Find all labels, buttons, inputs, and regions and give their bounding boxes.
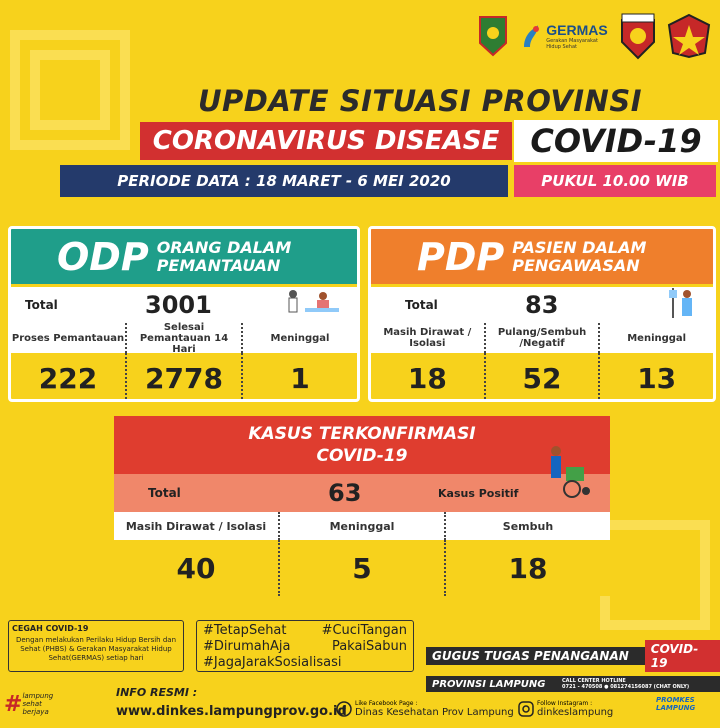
facebook-page: Dinas Kesehatan Prov Lampung xyxy=(355,707,514,718)
confirmed-title-line2: COVID-19 xyxy=(316,446,408,466)
instagram-icon xyxy=(518,701,534,717)
odp-abbr: ODP xyxy=(57,234,149,279)
gugus-phones: 0721 - 470508 ● 081274156087 (CHAT ONLY) xyxy=(562,684,690,690)
confirmed-value-dirawat: 40 xyxy=(114,540,280,596)
odp-total-row: Total 3001 xyxy=(11,287,357,323)
doctor-patient-icon xyxy=(283,288,343,322)
pdp-name-line2: PENGAWASAN xyxy=(512,255,640,275)
info-label: INFO RESMI : xyxy=(116,686,198,699)
cegah-title: CEGAH COVID-19 xyxy=(12,624,89,633)
odp-value-proses: 222 xyxy=(11,353,127,399)
pdp-label-meninggal: Meninggal xyxy=(627,332,687,344)
background-pattern xyxy=(30,50,110,130)
military-logo xyxy=(666,12,712,60)
confirmed-label-sembuh: Sembuh xyxy=(502,519,554,533)
confirmed-header: KASUS TERKONFIRMASI COVID-19 xyxy=(114,416,610,474)
gugus-contact: CALL CENTER HOTLINE 0721 - 470508 ● 0812… xyxy=(562,678,689,690)
hotline-label: HOTLINE xyxy=(601,678,626,684)
website-link[interactable]: www.dinkes.lampungprov.go.id xyxy=(116,704,347,719)
odp-values-row: 222 2778 1 xyxy=(11,353,357,399)
pdp-label-pulang: Pulang/Sembuh /Negatif xyxy=(486,323,601,353)
hashtag-box: #TetapSehat #CuciTangan #DirumahAja Paka… xyxy=(196,620,414,672)
pdp-label-dirawat: Masih Dirawat / Isolasi xyxy=(371,323,486,353)
confirmed-title-line1: KASUS TERKONFIRMASI xyxy=(248,424,476,444)
gugus-covid: COVID-19 xyxy=(644,640,720,672)
patient-iv-icon xyxy=(667,286,697,324)
germas-label: GERMAS xyxy=(546,22,608,38)
confirmed-cases-panel: KASUS TERKONFIRMASI COVID-19 Total 63 Ka… xyxy=(114,416,610,600)
background-pattern xyxy=(10,30,130,150)
odp-name-line2: PEMANTAUAN xyxy=(156,255,281,275)
cegah-box: CEGAH COVID-19 Dengan melakukan Perilaku… xyxy=(8,620,184,672)
pdp-total-label: Total xyxy=(405,298,438,312)
confirmed-total-label: Total xyxy=(148,486,181,500)
pdp-panel: PDP PASIEN DALAM PENGAWASAN Total 83 Mas… xyxy=(368,226,716,402)
odp-labels-row: Proses Pemantauan Selesai Pemantauan 14 … xyxy=(11,322,357,355)
confirmed-label-dirawat: Masih Dirawat / Isolasi xyxy=(114,512,280,540)
odp-header: ODP ORANG DALAM PEMANTAUAN xyxy=(11,229,357,284)
hashtag-dirumahaja: #DirumahAja xyxy=(203,639,291,654)
periode-banner: PERIODE DATA : 18 MARET - 6 MEI 2020 xyxy=(60,165,508,197)
hashtag-tetapsehat: #TetapSehat xyxy=(203,623,287,638)
pdp-abbr: PDP xyxy=(417,234,505,279)
confirmed-labels-row: Masih Dirawat / Isolasi Meninggal Sembuh xyxy=(114,512,610,540)
call-center-label: CALL CENTER xyxy=(562,678,600,684)
pdp-value-dirawat: 18 xyxy=(371,353,486,399)
odp-name-line1: ORANG DALAM xyxy=(156,237,292,257)
wheelchair-icon xyxy=(544,443,594,503)
svg-text:f: f xyxy=(342,705,347,716)
pdp-total-value: 83 xyxy=(525,291,559,319)
confirmed-total-value: 63 xyxy=(328,479,362,507)
pdp-values-row: 18 52 13 xyxy=(371,353,713,399)
odp-label-selesai: Selesai Pemantauan 14 Hari xyxy=(127,322,243,355)
disease-banner: CORONAVIRUS DISEASE xyxy=(140,122,512,160)
hashtag-cucitangan: #CuciTangan xyxy=(321,623,407,638)
covid19-banner: COVID-19 xyxy=(514,120,718,162)
instagram-handle: dinkeslampung xyxy=(537,707,614,718)
pdp-header: PDP PASIEN DALAM PENGAWASAN xyxy=(371,229,713,284)
promkes-logo: PROMKES LAMPUNG xyxy=(656,696,696,712)
odp-label-meninggal: Meninggal xyxy=(270,332,330,344)
confirmed-positif-label: Kasus Positif xyxy=(438,486,519,500)
pdp-labels-row: Masih Dirawat / Isolasi Pulang/Sembuh /N… xyxy=(371,323,713,353)
instagram-label: Follow Instagram : xyxy=(537,700,593,707)
pdp-value-meninggal: 13 xyxy=(637,361,677,395)
pdp-total-row: Total 83 xyxy=(371,287,713,323)
confirmed-value-meninggal: 5 xyxy=(280,540,446,596)
confirmed-label-meninggal: Meninggal xyxy=(280,512,446,540)
gugus-line2: PROVINSI LAMPUNG xyxy=(432,678,546,690)
odp-total-value: 3001 xyxy=(145,291,212,319)
hashtag-jagajarak: #JagaJarakSosialisasi xyxy=(203,655,342,670)
hashtag-pakaisabun: PakaiSabun xyxy=(331,639,407,654)
time-banner: PUKUL 10.00 WIB xyxy=(514,165,716,197)
pdp-name: PASIEN DALAM PENGAWASAN xyxy=(512,237,647,275)
odp-name: ORANG DALAM PEMANTAUAN xyxy=(156,237,292,275)
hash-icon: # xyxy=(4,691,23,717)
gugus-line1: GUGUS TUGAS PENANGANAN xyxy=(426,647,645,665)
odp-value-selesai: 2778 xyxy=(127,353,243,399)
germas-logo: GERMAS Gerakan Masyarakat Hidup Sehat xyxy=(516,12,612,60)
polda-lampung-logo xyxy=(618,12,658,60)
germas-sub: Gerakan Masyarakat Hidup Sehat xyxy=(546,38,598,50)
background-pattern xyxy=(600,520,710,630)
odp-value-meninggal: 1 xyxy=(290,361,310,395)
gugus-tugas-block: GUGUS TUGAS PENANGANAN COVID-19 PROVINSI… xyxy=(426,640,720,692)
lampung-sehat-logo: # lampung sehat berjaya xyxy=(4,684,70,724)
confirmed-value-sembuh: 18 xyxy=(508,551,548,585)
pdp-name-line1: PASIEN DALAM xyxy=(512,237,647,257)
tagline: lampung sehat berjaya xyxy=(22,692,54,716)
odp-total-label: Total xyxy=(25,298,58,312)
facebook-block[interactable]: f Like Facebook Page : Dinas Kesehatan P… xyxy=(336,700,514,718)
facebook-icon: f xyxy=(336,701,352,717)
instagram-block[interactable]: Follow Instagram : dinkeslampung xyxy=(518,700,613,718)
pdp-value-pulang: 52 xyxy=(486,353,601,399)
confirmed-values-row: 40 5 18 xyxy=(114,540,610,596)
cegah-text: Dengan melakukan Perilaku Hidup Bersih d… xyxy=(15,636,177,662)
odp-label-proses: Proses Pemantauan xyxy=(11,323,127,353)
odp-panel: ODP ORANG DALAM PEMANTAUAN Total 3001 Pr… xyxy=(8,226,360,402)
facebook-label: Like Facebook Page : xyxy=(355,700,418,707)
confirmed-total-row: Total 63 Kasus Positif xyxy=(114,446,610,512)
prov-lampung-logo xyxy=(476,12,510,60)
